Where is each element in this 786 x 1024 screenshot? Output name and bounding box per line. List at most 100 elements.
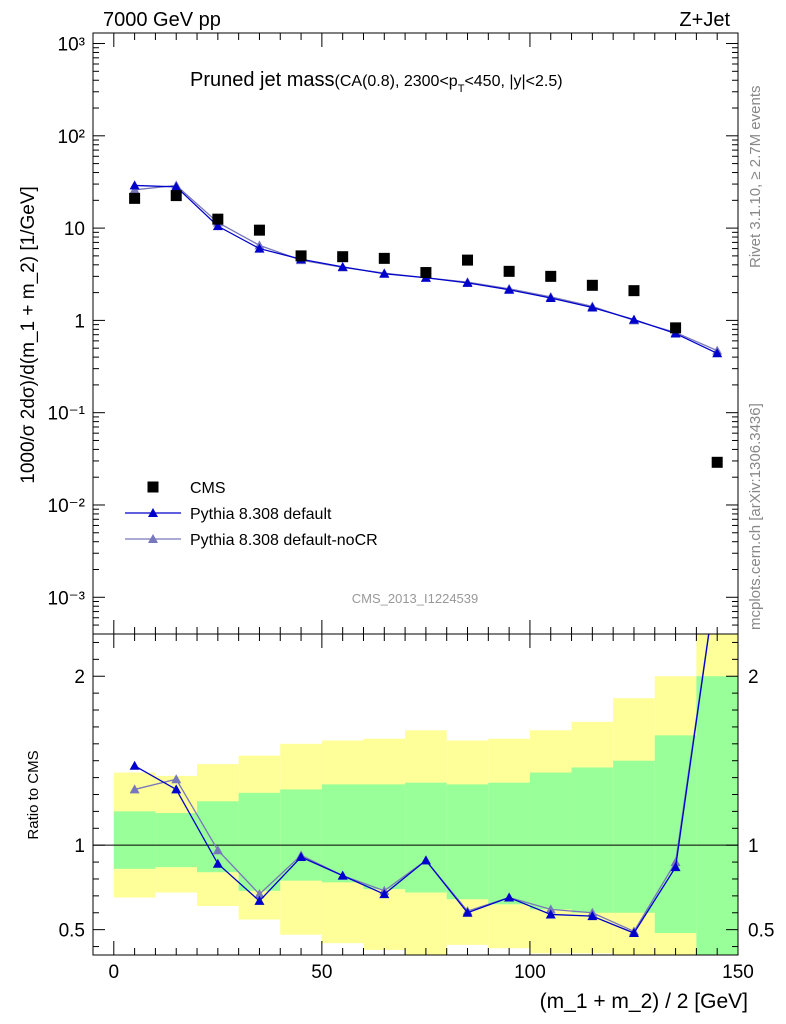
legend: CMS Pythia 8.308 default Pythia 8.308 defa… [125, 480, 378, 549]
cms-data-point [670, 322, 682, 334]
ratio-band-green [446, 784, 489, 900]
cms-data-point [129, 192, 141, 204]
legend-nocr-label: Pythia 8.308 default-noCR [190, 532, 378, 549]
legend-default-marker [148, 508, 158, 517]
ratio-point-default [337, 870, 348, 880]
main-point-default [171, 181, 182, 191]
ratio-point-default [254, 895, 265, 905]
cms-data-point [503, 265, 515, 277]
cms-data-point [420, 267, 432, 279]
rivet-version-label: Rivet 3.1.10, ≥ 2.7M events [747, 86, 764, 269]
analysis-watermark: CMS_2013_I1224539 [352, 591, 479, 606]
ratio-point-default [504, 892, 515, 902]
ratio-band-green [363, 784, 406, 890]
plot-title-sub-2: <450, |y|<2.5) [464, 73, 562, 90]
ratio-point-nocr [670, 857, 681, 867]
main-y-tick-label: 10⁻² [48, 496, 86, 517]
header-process-label: Z+Jet [679, 9, 730, 31]
ratio-y-tick-label-right: 1 [748, 836, 759, 857]
legend-nocr-marker [148, 534, 158, 543]
main-y-tick-label: 10⁻¹ [48, 404, 86, 425]
cms-data-point [212, 213, 224, 225]
ratio-y-tick-label-right: 2 [748, 667, 759, 688]
x-tick-label: 150 [722, 962, 754, 983]
plot-title-main: Pruned jet mass [190, 69, 335, 91]
ratio-band-green [321, 784, 364, 883]
ratio-band-green [488, 782, 530, 905]
main-point-default [587, 302, 598, 312]
ratio-y-tick-label: 0.5 [59, 921, 85, 942]
main-y-tick-label: 10² [58, 127, 85, 148]
main-y-tick-label: 10 [64, 219, 85, 240]
ratio-y-axis-label: Ratio to CMS [25, 750, 42, 839]
main-point-default [504, 284, 515, 294]
main-point-default [462, 277, 473, 287]
ratio-band-green [238, 792, 281, 891]
x-tick-label: 50 [311, 962, 332, 983]
ratio-point-default [171, 784, 182, 794]
ratio-point-default [296, 852, 307, 862]
cms-data-point [462, 254, 474, 266]
legend-cms-marker [147, 481, 159, 493]
ratio-band-green [696, 676, 738, 955]
ratio-band-green [113, 811, 156, 869]
ratio-point-nocr [129, 784, 140, 794]
x-axis-label: (m_1 + m_2) / 2 [GeV] [540, 990, 748, 1013]
main-point-default [212, 221, 223, 231]
ratio-point-nocr [171, 774, 182, 784]
cms-data-point [253, 224, 265, 236]
ratio-band-green [571, 767, 614, 913]
cms-data-point [170, 190, 182, 202]
main-point-default [129, 180, 140, 190]
ratio-plot-area: 0 50 100 150 0.5 0.5 1 1 2 2 [59, 633, 774, 983]
ratio-point-default [545, 909, 556, 919]
main-y-axis-label: 1000/σ 2dσ)/d(m_1 + m_2) [1/GeV] [18, 186, 39, 484]
cms-data-point [628, 285, 640, 297]
ratio-y-tick-label: 1 [74, 836, 85, 857]
ratio-point-nocr [254, 889, 265, 899]
ratio-band-green [155, 813, 198, 868]
cms-data-point [586, 279, 598, 291]
x-tick-label: 100 [514, 962, 546, 983]
ratio-point-default [587, 911, 598, 921]
ratio-point-nocr [212, 845, 223, 855]
ratio-point-default [129, 760, 140, 770]
legend-cms-label: CMS [190, 480, 226, 497]
main-point-default [254, 243, 265, 253]
ratio-point-default [379, 889, 390, 899]
ratio-band-green [405, 782, 447, 893]
main-point-default [628, 314, 639, 324]
main-point-default [545, 292, 556, 302]
plot-title-sub-t: T [458, 83, 465, 95]
ratio-band-green [613, 760, 655, 913]
cms-data-point [545, 270, 557, 282]
main-plot-area: 10⁻³ 10⁻² 10⁻¹ 1 10 10² 10³ [48, 32, 739, 635]
cms-data-point [711, 456, 723, 468]
cms-data-point [378, 252, 390, 264]
main-y-tick-label: 10⁻³ [48, 588, 86, 609]
ratio-point-default [628, 928, 639, 938]
ratio-band-green [529, 772, 572, 910]
main-y-tick-label: 10³ [58, 35, 85, 56]
ratio-point-nocr [545, 904, 556, 914]
x-tick-label: 0 [109, 962, 120, 983]
main-point-default [712, 348, 723, 358]
ratio-y-tick-label-right: 0.5 [748, 921, 774, 942]
ratio-point-default [670, 862, 681, 872]
ratio-point-default [462, 907, 473, 917]
legend-default-label: Pythia 8.308 default [190, 506, 332, 523]
main-y-tick-label: 1 [74, 311, 85, 332]
header-energy-label: 7000 GeV pp [103, 9, 221, 31]
ratio-point-default [212, 858, 223, 868]
main-point-default [337, 261, 348, 271]
main-point-default [379, 268, 390, 278]
plot-title: Pruned jet mass(CA(0.8), 2300<pT<450, |y… [190, 69, 563, 95]
ratio-point-default [420, 855, 431, 865]
ratio-curves [129, 634, 710, 938]
cms-data-point [295, 250, 307, 262]
cms-data-point [337, 251, 349, 263]
ratio-band-green [280, 789, 322, 881]
ratio-y-tick-label: 2 [74, 667, 85, 688]
source-reference-label: mcplots.cern.ch [arXiv:1306.3436] [747, 403, 764, 630]
